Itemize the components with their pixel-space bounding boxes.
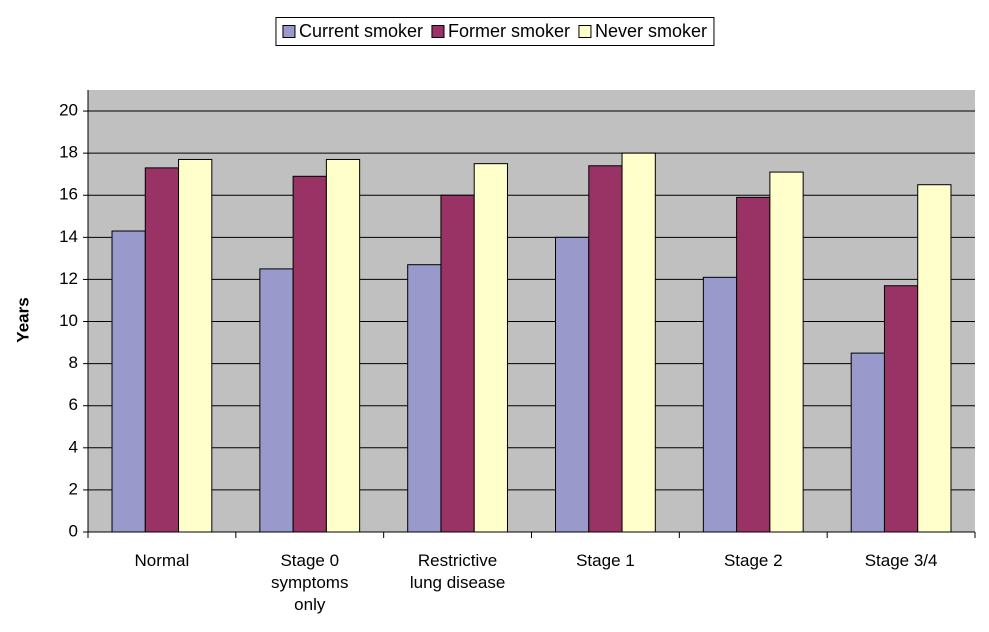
plot-area (88, 90, 975, 532)
legend-swatch (578, 25, 592, 38)
bar (850, 352, 885, 533)
bar (259, 268, 294, 533)
bar (736, 196, 771, 533)
bar (292, 175, 327, 533)
x-tick-label: Stage 2 (723, 551, 783, 570)
y-tick-label: 16 (59, 185, 78, 204)
y-tick-label: 4 (69, 437, 78, 456)
y-tick-label: 14 (59, 227, 78, 246)
legend-swatch (430, 25, 444, 38)
bar (111, 230, 146, 533)
y-tick-label: 6 (69, 395, 78, 414)
bar (702, 276, 738, 533)
legend-swatch (281, 25, 295, 38)
y-tick-label: 20 (59, 101, 78, 120)
x-tick-label: Stage 3/4 (864, 551, 938, 570)
bar (325, 158, 361, 533)
y-tick-label: 0 (69, 521, 78, 540)
y-tick-label: 18 (59, 143, 78, 162)
legend: Current smoker Former smoker Never smoker (274, 17, 715, 46)
bar (440, 194, 475, 533)
bar (917, 184, 952, 533)
x-tick-label: Restrictive lung disease (409, 551, 506, 592)
legend-item: Current smoker (281, 21, 423, 42)
bar (178, 158, 213, 533)
y-tick-label: 8 (69, 353, 78, 372)
legend-label: Never smoker (595, 21, 708, 41)
y-tick-label: 12 (59, 269, 78, 288)
y-axis-label: Years (13, 297, 32, 342)
x-tick-label: Normal (134, 551, 190, 570)
x-tick-label: Stage 1 (576, 551, 635, 570)
bar (883, 285, 919, 533)
legend-label: Current smoker (298, 21, 423, 41)
x-tick-label: Stage 0 symptoms only (271, 551, 349, 614)
bar (555, 236, 590, 533)
legend-item: Former smoker (430, 21, 571, 42)
bar (769, 171, 804, 533)
bar (588, 165, 623, 533)
bar (473, 163, 508, 533)
bar (621, 152, 656, 533)
y-tick-label: 2 (69, 479, 78, 498)
y-tick-label: 10 (59, 311, 78, 330)
legend-label: Former smoker (447, 21, 571, 41)
legend-item: Never smoker (578, 21, 707, 42)
bar (407, 264, 442, 533)
bar (144, 167, 180, 533)
